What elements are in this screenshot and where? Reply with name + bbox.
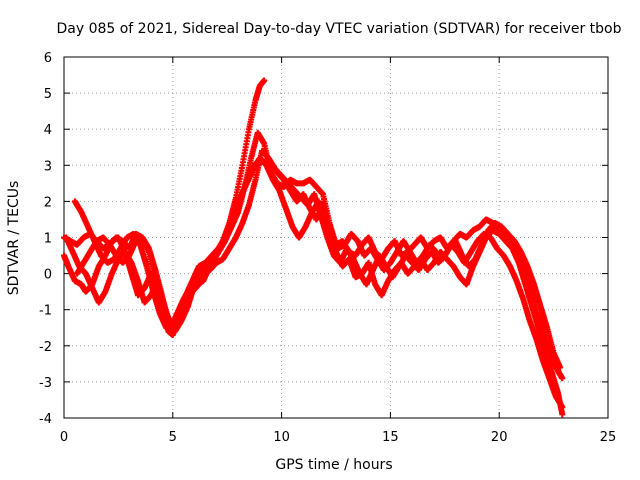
series-track-a: [61, 129, 566, 382]
y-tick-label: 0: [44, 268, 52, 283]
y-tick-label: 1: [44, 232, 52, 247]
x-tick-label: 25: [600, 430, 617, 445]
x-axis-label: GPS time / hours: [275, 457, 392, 473]
point-markers: [63, 147, 566, 411]
y-axis-label: SDTVAR / TECUs: [6, 181, 22, 296]
y-tick-label: -4: [39, 412, 52, 427]
x-tick-label: 10: [273, 430, 290, 445]
y-tick-label: -3: [39, 376, 52, 391]
y-tick-label: 2: [44, 195, 52, 210]
point-markers: [61, 129, 566, 382]
tick-labels: 0 5 10 15 20 25 -4 -3 -2 -1 0 1 2 3 4 5 6: [39, 51, 616, 445]
y-tick-label: -2: [39, 340, 52, 355]
y-tick-label: -1: [39, 304, 52, 319]
x-tick-label: 5: [169, 430, 177, 445]
y-tick-label: 4: [44, 123, 52, 138]
y-tick-label: 6: [44, 51, 52, 66]
data-points: [61, 77, 566, 418]
series-track-e: [63, 147, 566, 411]
chart-title: Day 085 of 2021, Sidereal Day-to-day VTE…: [56, 21, 621, 37]
x-tick-label: 0: [60, 430, 68, 445]
x-tick-label: 15: [382, 430, 399, 445]
axis-ticks: [63, 56, 609, 419]
y-tick-label: 5: [44, 87, 52, 102]
x-tick-label: 20: [491, 430, 508, 445]
y-tick-label: 3: [44, 159, 52, 174]
